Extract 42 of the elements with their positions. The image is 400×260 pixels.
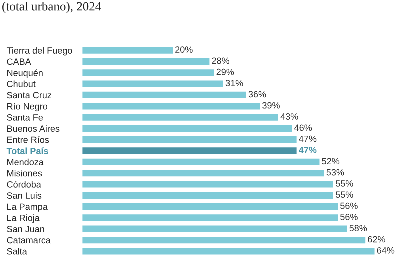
y-tick-label: Misiones: [8, 170, 42, 177]
y-tick-label: Córdoba: [7, 181, 42, 188]
data-label: 36%: [248, 91, 266, 98]
data-label: 56%: [340, 202, 358, 210]
data-label: 20%: [176, 46, 193, 53]
y-tick-label: La Rioja: [8, 214, 40, 224]
y-tick-label: Santa Cruz: [7, 92, 52, 99]
data-label: 47%: [299, 136, 317, 142]
y-tick-label: Santa Fe: [7, 114, 44, 121]
y-tick-label: Mendoza: [8, 158, 44, 166]
bar: [82, 146, 298, 156]
bar: [82, 180, 335, 190]
y-tick-label: Catamarca: [7, 237, 51, 244]
y-tick-label: San Luis: [7, 192, 42, 199]
bar: [82, 112, 280, 122]
chart-title: (total urbano), 2024: [2, 2, 102, 14]
data-label: 46%: [294, 124, 312, 132]
data-label: 43%: [280, 114, 298, 120]
data-label: 55%: [336, 180, 354, 187]
y-tick-label: Tierra del Fuego: [6, 47, 72, 56]
y-tick-label: Neuquén: [8, 70, 43, 78]
y-tick-label: Chubut: [7, 80, 36, 88]
data-label: 56%: [340, 214, 358, 220]
y-tick-label: Río Negro: [8, 103, 48, 112]
data-label: 39%: [262, 102, 280, 109]
y-tick-label: Salta: [7, 248, 28, 255]
data-label: 62%: [368, 236, 386, 243]
y-tick-label: Total País: [6, 148, 48, 154]
data-label: 47%: [299, 147, 317, 154]
data-label: 55%: [336, 192, 354, 198]
data-label: 64%: [377, 247, 395, 254]
y-tick-label: La Pampa: [8, 204, 48, 212]
y-tick-label: San Juan: [7, 226, 44, 232]
y-tick-label: Buenos Aires: [8, 125, 60, 132]
data-label: 53%: [326, 169, 344, 176]
data-label: 28%: [212, 58, 230, 64]
y-tick-label: Entre Ríos: [8, 136, 50, 144]
data-label: 31%: [226, 80, 244, 86]
data-label: 29%: [216, 68, 234, 76]
data-label: 52%: [322, 158, 340, 165]
data-label: 58%: [350, 225, 368, 232]
y-tick-label: CABA: [7, 58, 32, 66]
